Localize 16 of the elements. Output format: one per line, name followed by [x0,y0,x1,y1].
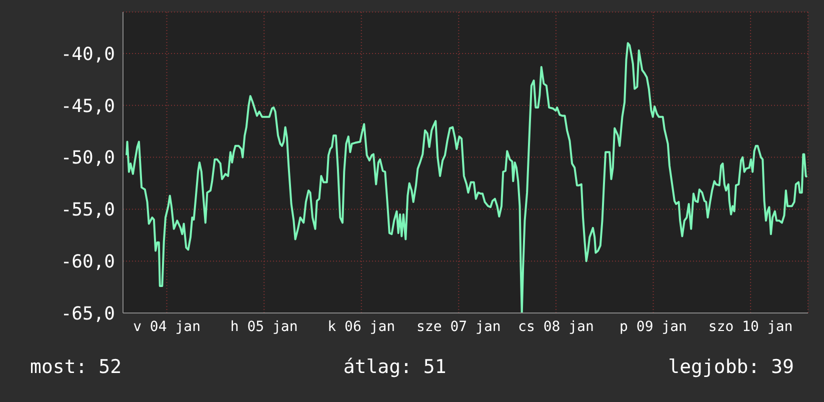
x-tick-label: cs 08 jan [518,318,594,335]
x-tick-label: h 05 jan [230,318,298,335]
y-tick-label: -50,0 [60,148,115,169]
y-tick-label: -40,0 [60,44,115,65]
y-tick-label: -60,0 [60,251,115,272]
x-tick-label: szo 10 jan [708,318,793,335]
text: legjobb: 39 [668,356,794,378]
y-tick-label: -45,0 [60,96,115,117]
text: most: 52 [30,356,122,378]
x-tick-label: k 06 jan [328,318,396,335]
x-tick-label: sze 07 jan [416,318,501,335]
text: átlag: 51 [343,356,446,378]
x-tick-label: v 04 jan [133,318,201,335]
x-tick-label: p 09 jan [620,318,687,335]
y-tick-label: -65,0 [60,303,115,324]
y-tick-label: -55,0 [60,200,115,221]
